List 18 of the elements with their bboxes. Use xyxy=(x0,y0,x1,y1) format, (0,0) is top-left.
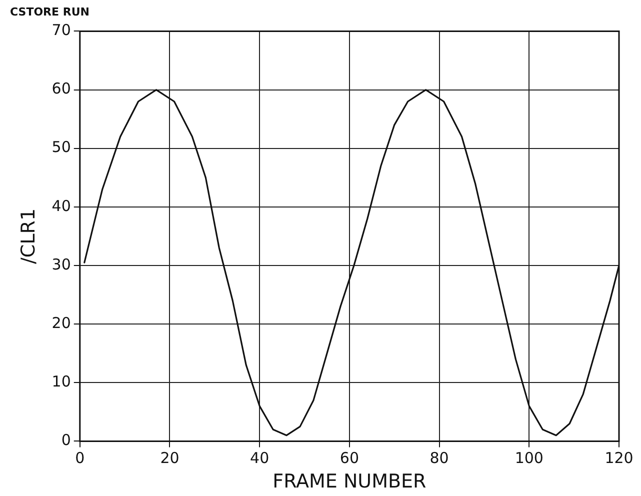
y-tick-label: 0 xyxy=(61,431,71,450)
y-tick-label: 40 xyxy=(52,196,71,215)
x-tick-label: 100 xyxy=(514,449,544,468)
x-tick-label: 40 xyxy=(250,449,270,468)
x-tick-label: 120 xyxy=(604,449,634,468)
y-tick-label: 70 xyxy=(52,21,71,40)
x-tick-label: 60 xyxy=(340,449,359,468)
y-tick-label: 60 xyxy=(52,80,71,98)
x-tick-label: 80 xyxy=(430,449,449,468)
y-tick-label: 10 xyxy=(52,372,71,391)
y-axis-title: /CLR1 xyxy=(17,208,40,264)
chart-title: CSTORE RUN xyxy=(10,5,90,18)
x-tick-label: 20 xyxy=(160,449,180,468)
x-axis-title: FRAME NUMBER xyxy=(272,470,426,493)
x-tick-label: 0 xyxy=(75,449,85,468)
y-tick-label: 50 xyxy=(52,138,71,156)
y-tick-label: 30 xyxy=(52,255,71,274)
y-tick-label: 20 xyxy=(52,314,71,332)
